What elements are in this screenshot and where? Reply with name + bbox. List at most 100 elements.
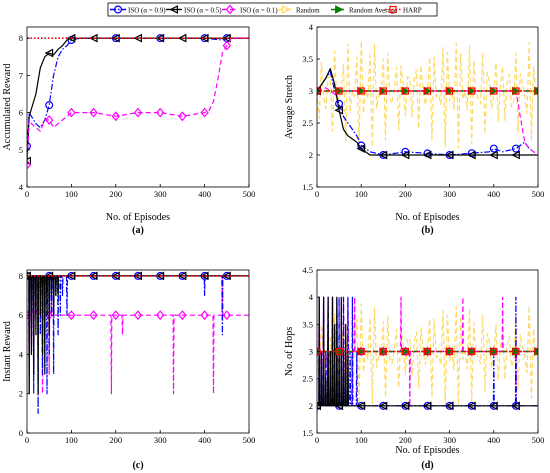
data-point xyxy=(423,87,432,95)
data-point xyxy=(468,347,476,356)
data-point xyxy=(357,347,365,356)
data-point xyxy=(512,87,520,95)
data-point xyxy=(511,401,520,411)
data-point xyxy=(199,271,209,281)
legend-box xyxy=(107,2,438,17)
data-point xyxy=(401,347,409,356)
data-point xyxy=(44,48,54,58)
legend: ISO (α = 0.9) ISO (α = 0.5) ISO (α = 0.1) R… xyxy=(107,2,438,17)
data-point xyxy=(356,401,366,411)
data-point xyxy=(378,401,388,411)
y-tick-label: 0 xyxy=(19,428,23,438)
x-tick-label: 0 xyxy=(25,189,29,199)
series-line xyxy=(317,71,534,156)
legend-marker-diamond xyxy=(225,4,235,15)
series-line xyxy=(27,275,249,395)
x-tick-label: 100 xyxy=(355,435,368,445)
data-point xyxy=(444,401,454,411)
data-point xyxy=(423,347,432,356)
data-point xyxy=(489,401,498,411)
legend-label: ISO (α = 0.5) xyxy=(184,7,222,15)
y-axis-label: Accumulated Reward xyxy=(2,64,13,151)
data-point xyxy=(534,87,538,95)
x-tick-label: 300 xyxy=(443,189,456,199)
series-layer xyxy=(27,271,249,414)
series-line xyxy=(317,68,538,156)
data-point xyxy=(199,33,209,43)
y-tick-label: 4 xyxy=(309,292,314,302)
x-tick-label: 0 xyxy=(315,189,319,199)
series-line xyxy=(27,37,249,165)
data-point xyxy=(490,347,498,356)
data-point xyxy=(133,310,143,321)
data-point xyxy=(222,310,231,321)
series-iso-0-5 xyxy=(317,296,538,411)
legend-label: ISO (α = 0.1) xyxy=(240,7,278,15)
data-point xyxy=(111,310,120,321)
legend-label: HARP xyxy=(403,7,422,15)
legend-item-random: Random xyxy=(278,5,320,15)
data-point xyxy=(67,107,76,118)
data-point xyxy=(45,101,54,110)
y-tick-label: 1.5 xyxy=(302,182,313,192)
data-point xyxy=(379,87,387,95)
y-tick-label: 6 xyxy=(19,310,23,320)
data-point xyxy=(489,144,498,153)
x-tick-label: 100 xyxy=(355,189,368,199)
legend-item-iso-0-1: ISO (α = 0.1) xyxy=(222,4,278,15)
chart-panel-a: 0 100 200 300 400 500 4 5 6 7 8 No. of Episodes Accu… xyxy=(2,26,255,236)
x-tick-label: 0 xyxy=(315,435,319,445)
data-point xyxy=(156,310,165,321)
panel-caption: (a) xyxy=(132,225,144,236)
y-axis-label: Average Stretch xyxy=(284,75,295,139)
x-tick-label: 400 xyxy=(487,435,500,445)
data-point xyxy=(400,401,410,411)
data-point xyxy=(156,107,165,118)
y-tick-label: 4.5 xyxy=(302,265,313,275)
series-iso-0-5 xyxy=(317,68,538,160)
x-tick-label: 300 xyxy=(443,435,456,445)
y-tick-label: 4 xyxy=(19,349,24,359)
x-tick-label: 100 xyxy=(65,435,78,445)
legend-item-iso-0-9: ISO (α = 0.9) xyxy=(110,5,166,15)
data-point xyxy=(133,271,142,281)
data-point xyxy=(178,111,187,122)
x-axis: 0 100 200 300 400 500 xyxy=(25,430,255,445)
y-tick-label: 1.5 xyxy=(302,428,313,438)
y-tick-label: 8 xyxy=(19,271,23,281)
data-point xyxy=(512,347,520,356)
x-tick-label: 300 xyxy=(154,435,167,445)
y-axis: 1.5 2 2.5 3 3.5 4 4.5 xyxy=(302,265,320,438)
legend-marker-triangle-left xyxy=(169,5,178,14)
x-tick-label: 0 xyxy=(25,435,29,445)
x-tick-label: 200 xyxy=(109,189,122,199)
y-axis: 4 5 6 7 8 xyxy=(19,33,30,192)
data-point xyxy=(66,33,76,43)
data-point xyxy=(133,33,142,43)
legend-item-random-average: Random Average xyxy=(331,5,397,15)
legend-marker-triangle-right-filled xyxy=(335,5,344,14)
data-point xyxy=(446,87,454,95)
data-point xyxy=(534,347,538,356)
y-tick-label: 2.5 xyxy=(302,374,313,384)
y-tick-label: 4 xyxy=(309,22,314,32)
data-point xyxy=(444,150,454,160)
data-point xyxy=(511,144,520,153)
panel-caption: (c) xyxy=(132,460,143,471)
y-tick-label: 6 xyxy=(19,108,23,118)
series-iso-0-5 xyxy=(27,271,249,395)
x-tick-label: 100 xyxy=(65,189,78,199)
data-point xyxy=(511,150,520,160)
y-tick-label: 3.5 xyxy=(302,54,313,64)
x-tick-label: 400 xyxy=(198,189,211,199)
data-point xyxy=(111,111,120,122)
series-line xyxy=(27,275,249,395)
chart-panel-c: 0 100 200 300 400 500 0 2 4 6 8 Instant Reward (c) xyxy=(2,269,255,471)
x-tick-label: 200 xyxy=(399,189,412,199)
x-axis: 0 100 200 300 400 500 xyxy=(25,184,255,199)
x-tick-label: 400 xyxy=(198,435,211,445)
y-tick-label: 3 xyxy=(309,86,313,96)
data-point xyxy=(27,156,31,166)
plot-frame xyxy=(26,26,250,188)
data-point xyxy=(178,310,187,321)
